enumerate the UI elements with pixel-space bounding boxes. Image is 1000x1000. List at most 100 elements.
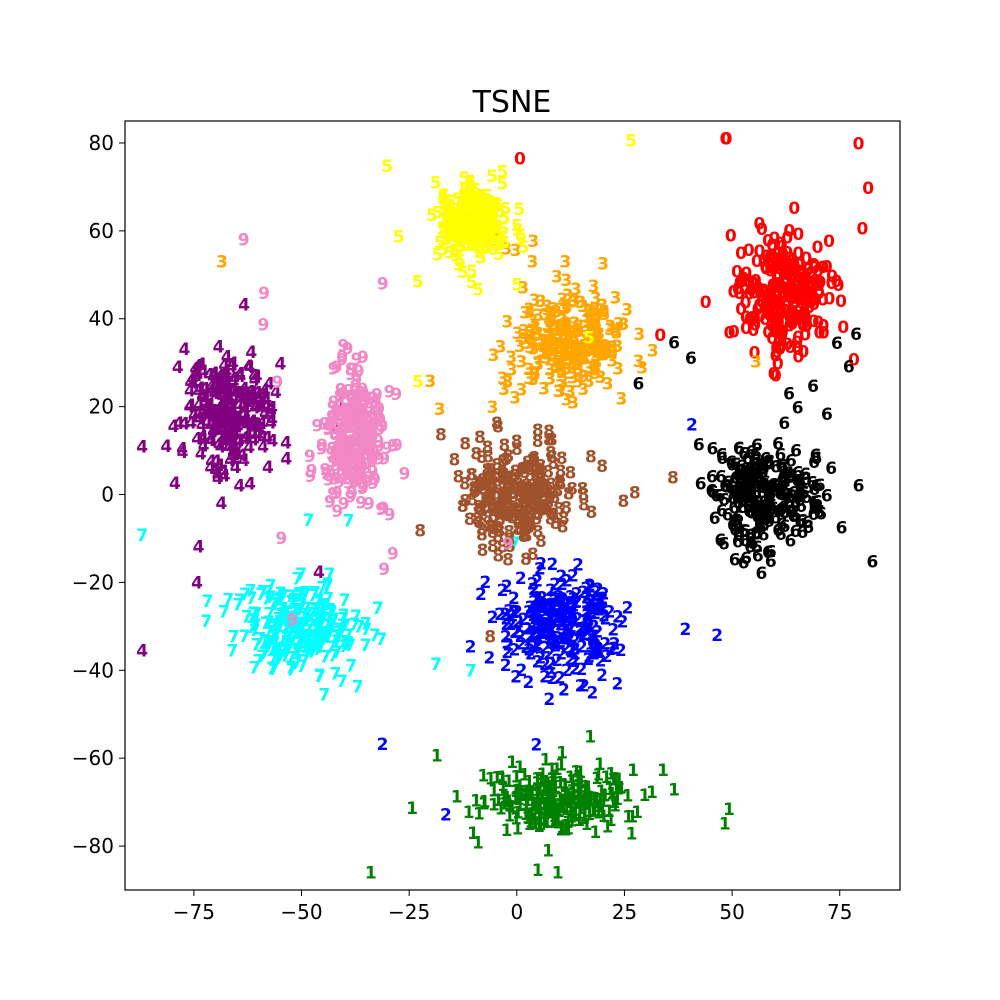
point-digit-4: 4 — [211, 402, 223, 422]
point-digit-3: 3 — [597, 343, 609, 363]
point-digit-1: 1 — [559, 786, 571, 806]
point-digit-2: 2 — [558, 680, 570, 700]
point-digit-1: 1 — [572, 767, 584, 787]
point-digit-4: 4 — [234, 476, 246, 496]
point-digit-9: 9 — [390, 385, 402, 405]
point-digit-2: 2 — [529, 609, 541, 629]
point-digit-1: 1 — [603, 802, 615, 822]
point-digit-7: 7 — [200, 612, 212, 632]
point-digit-0: 0 — [744, 310, 756, 330]
point-digit-1: 1 — [574, 792, 586, 812]
point-digit-1: 1 — [583, 805, 595, 825]
point-digit-1: 1 — [578, 792, 590, 812]
point-digit-2: 2 — [568, 597, 580, 617]
point-digit-3: 3 — [573, 338, 585, 358]
point-digit-6: 6 — [685, 349, 697, 369]
point-digit-1: 1 — [545, 792, 557, 812]
point-digit-3: 3 — [583, 302, 595, 322]
point-digit-7: 7 — [314, 666, 326, 686]
point-digit-3: 3 — [585, 329, 597, 349]
point-digit-8: 8 — [414, 521, 426, 541]
point-digit-0: 0 — [732, 280, 744, 300]
point-digit-8: 8 — [459, 434, 471, 454]
point-digit-2: 2 — [582, 595, 594, 615]
point-digit-1: 1 — [591, 791, 603, 811]
point-digit-4: 4 — [241, 415, 253, 435]
point-digit-2: 2 — [553, 588, 565, 608]
point-digit-2: 2 — [551, 651, 563, 671]
point-digit-3: 3 — [589, 358, 601, 378]
point-digit-3: 3 — [524, 323, 536, 343]
point-digit-1: 1 — [506, 797, 518, 817]
point-digit-2: 2 — [507, 606, 519, 626]
point-digit-3: 3 — [567, 292, 579, 312]
point-digit-1: 1 — [604, 780, 616, 800]
point-digit-0: 0 — [775, 323, 787, 343]
point-digit-1: 1 — [534, 804, 546, 824]
point-digit-2: 2 — [546, 600, 558, 620]
point-digit-0: 0 — [797, 275, 809, 295]
point-digit-0: 0 — [767, 276, 779, 296]
point-digit-0: 0 — [809, 496, 821, 516]
point-digit-1: 1 — [501, 821, 513, 841]
point-digit-1: 1 — [541, 802, 553, 822]
point-digit-2: 2 — [535, 596, 547, 616]
point-digit-2: 2 — [511, 603, 523, 623]
point-digit-3: 3 — [554, 347, 566, 367]
point-digit-2: 2 — [539, 655, 551, 675]
point-digit-0: 0 — [809, 258, 821, 278]
point-digit-2: 2 — [586, 604, 598, 624]
point-digit-3: 3 — [591, 353, 603, 373]
point-digit-9: 9 — [387, 544, 399, 564]
point-digit-7: 7 — [465, 662, 477, 682]
point-digit-1: 1 — [559, 786, 571, 806]
point-digit-0: 0 — [772, 318, 784, 338]
point-digit-3: 3 — [588, 327, 600, 347]
point-digit-8: 8 — [507, 484, 519, 504]
point-digit-1: 1 — [606, 784, 618, 804]
point-digit-3: 3 — [537, 331, 549, 351]
point-digit-4: 4 — [207, 402, 219, 422]
point-digit-3: 3 — [621, 300, 633, 320]
point-digit-2: 2 — [508, 602, 520, 622]
point-digit-0: 0 — [766, 329, 778, 349]
point-digit-2: 2 — [611, 675, 623, 695]
point-digit-0: 0 — [804, 283, 816, 303]
point-digit-2: 2 — [592, 639, 604, 659]
point-digit-3: 3 — [541, 344, 553, 364]
point-digit-3: 3 — [557, 372, 569, 392]
point-digit-0: 0 — [781, 335, 793, 355]
point-digit-9: 9 — [378, 450, 390, 470]
point-digit-0: 0 — [764, 261, 776, 281]
point-digit-2: 2 — [569, 639, 581, 659]
point-digit-0: 0 — [817, 291, 829, 311]
point-digit-1: 1 — [579, 807, 591, 827]
point-digit-0: 0 — [787, 312, 799, 332]
point-digit-0: 0 — [797, 343, 809, 363]
point-digit-2: 2 — [530, 601, 542, 621]
point-digit-2: 2 — [565, 587, 577, 607]
point-digit-2: 2 — [536, 594, 548, 614]
point-digit-2: 2 — [593, 600, 605, 620]
point-digit-0: 0 — [848, 350, 860, 370]
point-digit-3: 3 — [569, 291, 581, 311]
point-digit-1: 1 — [535, 772, 547, 792]
point-digit-3: 3 — [578, 340, 590, 360]
point-digit-0: 0 — [787, 311, 799, 331]
point-digit-1: 1 — [556, 743, 568, 763]
point-digit-6: 6 — [831, 334, 843, 354]
point-digit-0: 0 — [745, 280, 757, 300]
point-digit-4: 4 — [199, 393, 211, 413]
point-digit-4: 4 — [215, 494, 227, 514]
point-digit-2: 2 — [571, 584, 583, 604]
point-digit-1: 1 — [548, 796, 560, 816]
point-digit-1: 1 — [549, 778, 561, 798]
point-digit-9: 9 — [345, 360, 357, 380]
point-digit-4: 4 — [206, 381, 218, 401]
point-digit-3: 3 — [573, 322, 585, 342]
point-digit-3: 3 — [577, 380, 589, 400]
point-digit-2: 2 — [487, 608, 499, 628]
point-digit-1: 1 — [609, 793, 621, 813]
point-digit-2: 2 — [555, 596, 567, 616]
point-digit-3: 3 — [593, 338, 605, 358]
